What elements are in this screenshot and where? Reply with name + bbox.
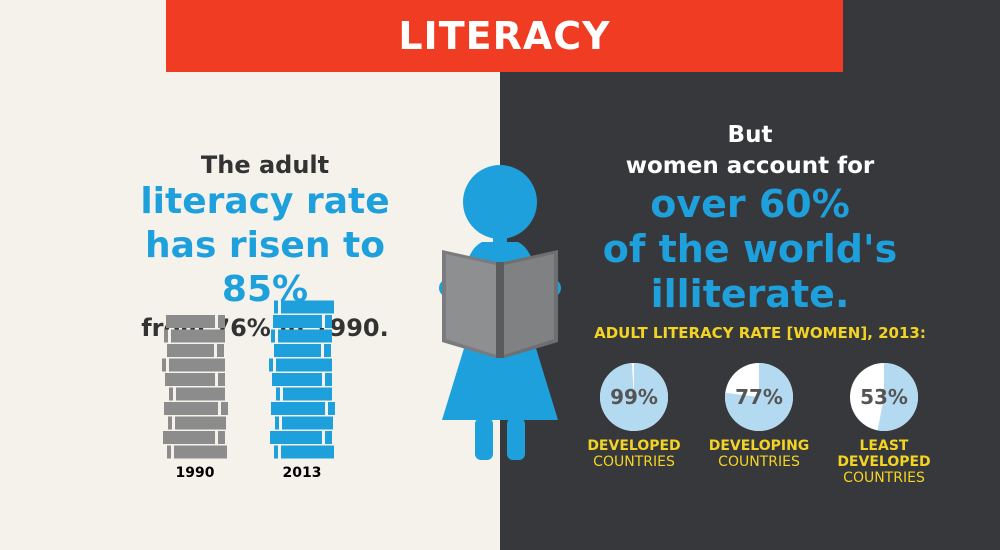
book-spine-1990-6 [166,358,169,372]
pie-category-label-2-line-0: LEAST [859,438,909,454]
statement-line-3: has risen to 85% [145,225,385,310]
women-illiteracy-statement: But women account for over 60% of the wo… [580,120,920,317]
statement-right-line-4: of the world's [602,227,898,271]
book-1990-1 [163,431,225,444]
pie-category-label-0-line-1: COUNTRIES [593,454,675,470]
book-2013-7 [274,344,331,357]
statement-right-line-5: illiterate. [650,272,850,316]
book-1990-0 [167,445,227,459]
book-spine-2013-1 [322,431,325,444]
book-2013-2 [275,416,333,430]
book-2013-9 [273,315,332,328]
book-spine-1990-7 [214,344,217,357]
pie-category-label-0-line-0: DEVELOPED [587,438,681,454]
book-spine-2013-6 [273,358,276,372]
book-1990-7 [167,344,224,357]
book-spine-1990-1 [215,431,218,444]
pie-slice-0 [600,363,668,431]
pie-category-label-1: DEVELOPING COUNTRIES [684,438,834,470]
book-1990-8 [164,329,225,343]
book-spine-1990-0 [171,445,174,459]
title-banner: LITERACY [166,0,843,72]
statement-right-line-3: over 60% [650,182,850,226]
pie-category-label-2: LEAST DEVELOPED COUNTRIES [809,438,959,486]
book-2013-6 [269,358,332,372]
book-spine-2013-5 [322,373,325,386]
pie-category-label-1-line-1: COUNTRIES [718,454,800,470]
book-spine-1990-8 [168,329,171,343]
book-spine-2013-0 [278,445,281,459]
pie-category-label-2-line-1: DEVELOPED [837,454,931,470]
book-spine-1990-9 [215,315,218,328]
book-1990-3 [164,402,228,415]
book-2013-8 [271,329,332,343]
book-2013-5 [272,373,332,386]
book-2013-1 [270,431,332,444]
woman-reading-icon [439,165,561,460]
book-2013-0 [274,445,334,459]
pie-slice-2 [877,363,918,431]
book-spine-1990-3 [218,402,221,415]
pie-category-label-0: DEVELOPED COUNTRIES [559,438,709,470]
pie-chart-0: 99% [599,362,669,432]
book-spine-2013-7 [321,344,324,357]
book-1990-4 [169,387,225,401]
book-spine-2013-2 [279,416,282,430]
pie-category-label-2-line-2: COUNTRIES [843,470,925,486]
pie-value-label-1: 77% [735,385,783,409]
book-spine-2013-3 [325,402,328,415]
right-panel [500,0,1000,550]
book-spine-1990-2 [172,416,175,430]
pie-chart-1: 77% [724,362,794,432]
pie-value-label-2: 53% [860,385,908,409]
book-spine-2013-8 [275,329,278,343]
pie-slice-1 [725,363,793,431]
pie-category-label-1-line-0: DEVELOPING [708,438,810,454]
left-panel [0,0,500,550]
pie-value-label-0: 99% [610,385,658,409]
book-spine-2013-4 [280,387,283,401]
book-spine-2013-9 [322,315,325,328]
book-1990-9 [166,315,225,328]
book-2013-10 [274,300,334,314]
statement-line-2: literacy rate [140,181,390,222]
statement-right-line-2: women account for [625,153,875,179]
statement-right-line-1: But [727,122,773,148]
book-spine-1990-5 [215,373,218,386]
book-spine-2013-10 [278,300,281,314]
book-2013-4 [276,387,332,401]
chart-title: ADULT LITERACY RATE [WOMEN], 2013: [594,324,926,342]
book-1990-6 [162,358,225,372]
page-title: LITERACY [398,14,611,58]
stack-label-1990: 1990 [175,465,215,481]
book-1990-5 [165,373,225,386]
book-stack-icon [162,300,335,459]
book-1990-2 [168,416,226,430]
pie-chart-2: 53% [849,362,919,432]
stack-label-2013: 2013 [282,465,322,481]
statement-line-1: The adult [200,151,330,179]
book-spine-1990-4 [173,387,176,401]
book-2013-3 [271,402,335,415]
